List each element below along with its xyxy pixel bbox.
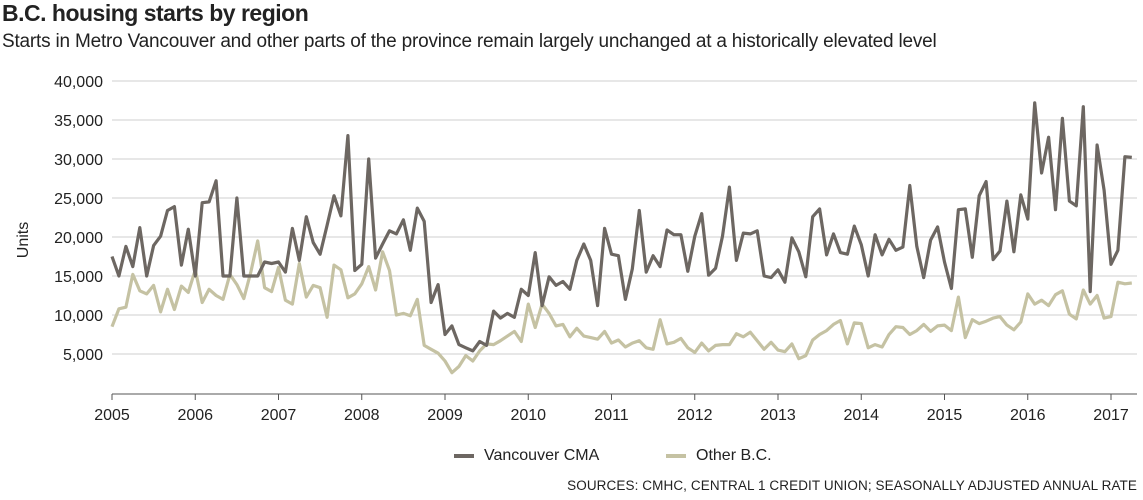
x-tick-label: 2005 <box>94 407 130 424</box>
y-tick-label: 20,000 <box>54 230 103 247</box>
gridlines <box>112 80 1137 355</box>
y-tick-label: 5,000 <box>63 347 103 364</box>
y-tick-label: 15,000 <box>54 269 103 286</box>
y-tick-label: 25,000 <box>54 191 103 208</box>
x-tick-label: 2008 <box>344 407 380 424</box>
line-chart: 5,000 10,000 15,000 20,000 25,000 30,000 35,00… <box>15 74 1137 424</box>
legend-label-other-bc: Other B.C. <box>696 447 772 464</box>
x-tick-label: 2017 <box>1093 407 1129 424</box>
x-tick-label: 2013 <box>760 407 796 424</box>
y-axis-ticks: 5,000 10,000 15,000 20,000 25,000 30,000 35,00… <box>54 74 103 364</box>
chart-subtitle: Starts in Metro Vancouver and other part… <box>2 31 937 52</box>
y-tick-label: 40,000 <box>54 74 103 91</box>
series-line-vancouver-cma <box>110 101 1132 353</box>
x-axis-ticks: 2005 2006 2007 2008 2009 2010 2011 2012 2013 2014… <box>94 394 1129 424</box>
x-tick-label: 2010 <box>510 407 546 424</box>
y-tick-label: 30,000 <box>54 152 103 169</box>
x-tick-label: 2007 <box>261 407 297 424</box>
x-tick-label: 2015 <box>927 407 963 424</box>
x-tick-label: 2009 <box>427 407 463 424</box>
x-tick-label: 2006 <box>177 407 213 424</box>
x-tick-label: 2014 <box>843 407 879 424</box>
legend-item-vancouver: Vancouver CMA <box>454 447 599 465</box>
series-line-other-b-c <box>110 239 1132 375</box>
legend-swatch-vancouver <box>454 454 474 458</box>
x-tick-label: 2011 <box>594 407 629 424</box>
x-tick-label: 2012 <box>677 407 713 424</box>
x-tick-label: 2016 <box>1010 407 1046 424</box>
y-tick-label: 35,000 <box>54 113 103 130</box>
chart-title: B.C. housing starts by region <box>2 0 309 26</box>
source-note: SOURCES: CMHC, CENTRAL 1 CREDIT UNION; S… <box>567 478 1137 493</box>
legend-label-vancouver: Vancouver CMA <box>484 447 600 464</box>
legend-item-other-bc: Other B.C. <box>666 447 772 465</box>
legend-swatch-other-bc <box>666 454 686 458</box>
y-axis-label: Units <box>15 222 32 258</box>
y-tick-label: 10,000 <box>54 308 103 325</box>
series-lines <box>110 101 1132 375</box>
